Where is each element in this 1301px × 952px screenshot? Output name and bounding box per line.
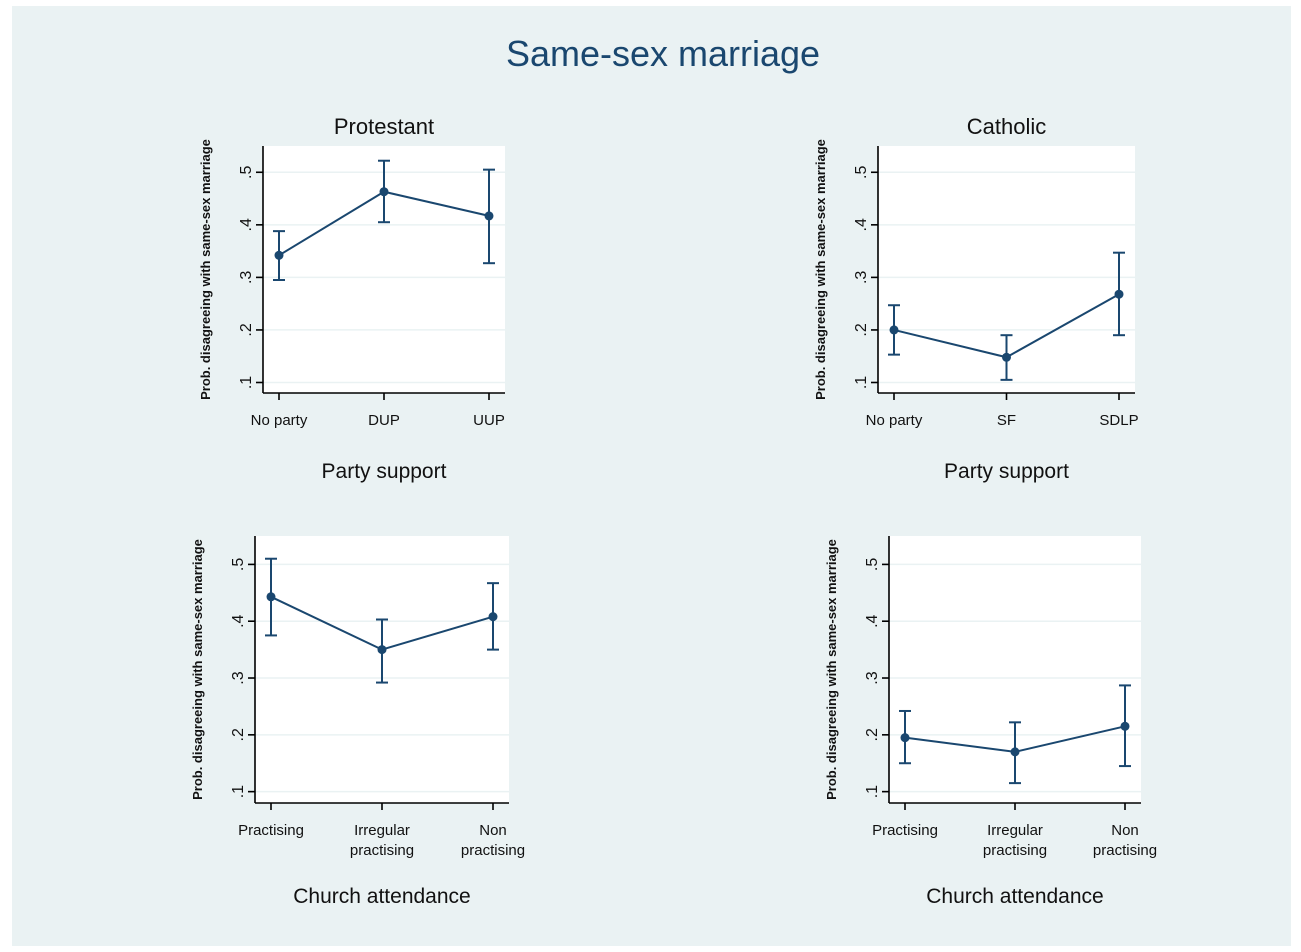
x-tick-label-line: Irregular <box>987 822 1043 839</box>
data-point <box>900 733 910 743</box>
x-tick-label: Non practising <box>461 822 525 859</box>
x-tick-label-line: SDLP <box>1099 412 1138 429</box>
y-tick-label: .1 <box>238 376 255 389</box>
chart-panels: .1 .2 .3 .4 .5 No party DUP UUP Protestant Party … <box>190 114 1157 908</box>
y-tick-label: .3 <box>864 671 881 684</box>
data-point <box>488 612 498 622</box>
x-tick-label-line: practising <box>1093 842 1157 859</box>
figure-title: Same-sex marriage <box>506 33 820 74</box>
x-tick-label-line: UUP <box>473 412 505 429</box>
data-point <box>889 325 899 335</box>
y-axis-title: Prob. disagreeing with same-sex marriage <box>190 539 205 800</box>
x-tick-label-line: practising <box>461 842 525 859</box>
y-tick-label: .4 <box>230 614 247 627</box>
x-tick-label-line: practising <box>983 842 1047 859</box>
x-tick-label-line: No party <box>251 412 308 429</box>
data-point <box>484 211 494 221</box>
y-tick-label: .5 <box>864 558 881 571</box>
x-tick-label-line: Irregular <box>354 822 410 839</box>
x-tick-label: No party <box>251 412 308 429</box>
y-tick-label: .2 <box>230 728 247 741</box>
panel-title: Protestant <box>334 114 434 139</box>
x-tick-label: SF <box>997 412 1016 429</box>
y-axis-title: Prob. disagreeing with same-sex marriage <box>813 139 828 400</box>
x-tick-label: DUP <box>368 412 400 429</box>
y-axis-title: Prob. disagreeing with same-sex marriage <box>198 139 213 400</box>
y-axis-title: Prob. disagreeing with same-sex marriage <box>824 539 839 800</box>
y-tick-label: .5 <box>238 166 255 179</box>
data-point <box>1114 289 1124 299</box>
x-tick-label-line: Practising <box>238 822 304 839</box>
y-tick-label: .3 <box>853 271 870 284</box>
data-point <box>1010 747 1020 757</box>
y-tick-label: .5 <box>853 166 870 179</box>
x-tick-label-line: SF <box>997 412 1016 429</box>
y-tick-label: .2 <box>238 323 255 336</box>
x-tick-label-line: DUP <box>368 412 400 429</box>
y-tick-label: .1 <box>864 785 881 798</box>
x-tick-label: Practising <box>238 822 304 839</box>
y-tick-label: .4 <box>238 218 255 231</box>
panel-title: Catholic <box>967 114 1046 139</box>
data-point <box>1002 352 1011 362</box>
data-point <box>379 187 389 197</box>
x-tick-label-line: No party <box>866 412 923 429</box>
y-tick-label: .2 <box>864 728 881 741</box>
chart-figure: Same-sex marriage .1 .2 .3 .4 .5 No party DUP U… <box>12 6 1291 946</box>
chart-canvas: Same-sex marriage .1 .2 .3 .4 .5 No party DUP U… <box>190 33 1157 908</box>
data-point <box>274 250 284 260</box>
panel-1: .1 .2 .3 .4 .5 No party DUP UUP Protestant Party … <box>198 114 505 483</box>
panel-2: .1 .2 .3 .4 .5 No party SF SDLP Catholic Party su… <box>813 114 1139 483</box>
x-axis-title: Church attendance <box>926 885 1103 908</box>
data-point <box>1120 721 1130 731</box>
y-tick-label: .2 <box>853 323 870 336</box>
x-tick-label-line: Non <box>1111 822 1139 839</box>
y-tick-label: .1 <box>230 785 247 798</box>
y-tick-label: .4 <box>853 218 870 231</box>
x-tick-label-line: Practising <box>872 822 938 839</box>
x-tick-label: Irregular practising <box>350 822 414 859</box>
x-axis-title: Church attendance <box>293 885 470 908</box>
data-point <box>266 592 276 602</box>
x-tick-label: Practising <box>872 822 938 839</box>
x-axis-title: Party support <box>944 460 1069 483</box>
y-tick-label: .4 <box>864 614 881 627</box>
x-tick-label: Non practising <box>1093 822 1157 859</box>
x-tick-label-line: Non <box>479 822 507 839</box>
x-tick-label: No party <box>866 412 923 429</box>
x-tick-label: Irregular practising <box>983 822 1047 859</box>
x-tick-label: SDLP <box>1099 412 1138 429</box>
y-tick-label: .3 <box>238 271 255 284</box>
data-point <box>377 645 387 655</box>
y-tick-label: .5 <box>230 558 247 571</box>
x-axis-title: Party support <box>322 460 447 483</box>
x-tick-label-line: practising <box>350 842 414 859</box>
y-tick-label: .3 <box>230 671 247 684</box>
y-tick-label: .1 <box>853 376 870 389</box>
x-tick-label: UUP <box>473 412 505 429</box>
